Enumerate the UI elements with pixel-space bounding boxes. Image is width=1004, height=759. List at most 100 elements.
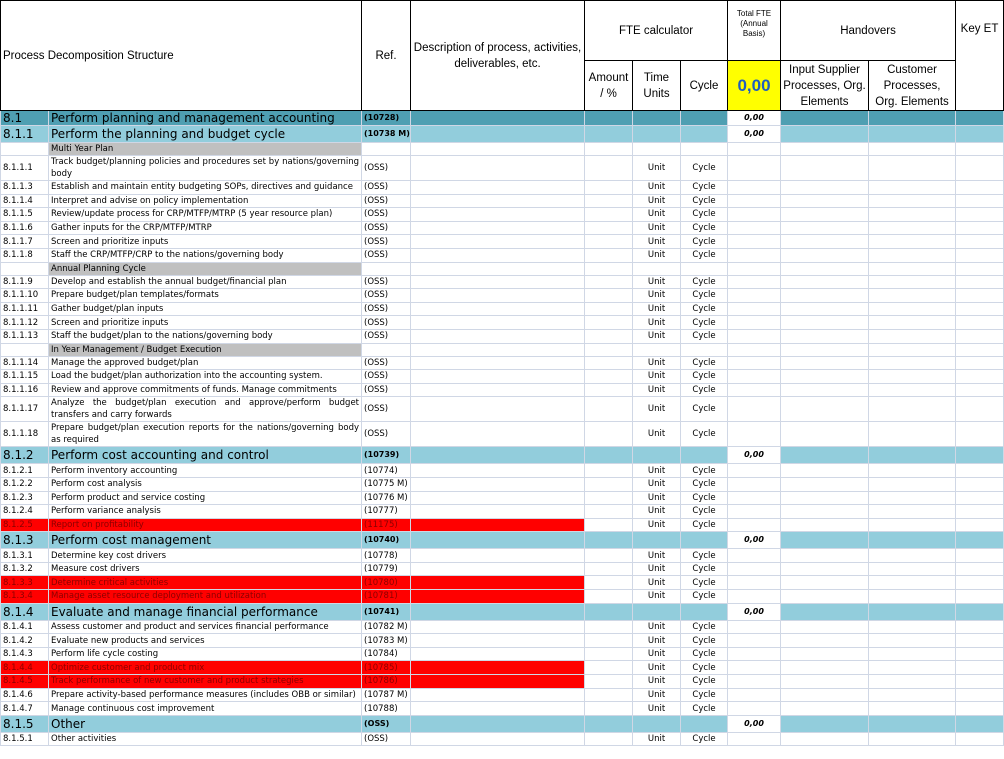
total-fte [727,490,782,506]
rows: 8.1 Perform planning and management accou… [0,110,1004,747]
key-et [955,207,1004,222]
description [410,602,585,621]
time-units: Unit [632,382,681,398]
process-id: 8.1.4.7 [0,701,49,716]
input-supplier [780,633,870,648]
cycle: Cycle [679,463,729,478]
total-fte [727,687,782,703]
total-fte [727,575,782,591]
input-supplier [780,110,870,126]
description [410,731,585,747]
description [410,674,585,689]
process-id: 8.1.1.8 [0,247,49,263]
time-units: Unit [632,701,681,716]
cycle: Cycle [679,660,729,676]
amount [584,633,633,648]
reference: (10786) [361,674,411,689]
process-id: 8.1.1 [0,125,49,143]
row: 8.1 Perform planning and management accou… [0,110,1004,126]
time-units: Unit [632,315,681,330]
process-id [0,261,49,276]
time-units-header: Time Units [632,60,681,111]
time-units: Unit [632,589,681,604]
time-units: Unit [632,234,681,249]
total-fte [727,142,782,156]
process-id: 8.1.3.3 [0,575,49,591]
input-supplier [780,193,870,209]
time-units: Unit [632,396,681,423]
time-units: Unit [632,155,681,181]
row: 8.1.2.4 Perform variance analysis (10777) U… [0,504,1004,519]
process-id: 8.1.1.10 [0,288,49,303]
total-fte [727,315,782,330]
row: 8.1.1.8 Staff the CRP/MTFP/CRP to the nat… [0,247,1004,263]
process-id: 8.1.4 [0,602,49,621]
total-fte [727,504,782,519]
customer [868,646,957,662]
time-units: Unit [632,517,681,533]
cycle: Cycle [679,476,729,492]
process-id: 8.1.3.1 [0,548,49,563]
reference: (10777) [361,504,411,519]
process-id: 8.1.1.14 [0,355,49,371]
process-id: 8.1.2.1 [0,463,49,478]
input-supplier [780,234,870,249]
input-supplier [780,142,870,156]
description [410,396,585,423]
time-units: Unit [632,193,681,209]
process-name: Gather inputs for the CRP/MTFP/MTRP [48,220,362,236]
total-fte [727,731,782,747]
process-name: Evaluate new products and services [48,633,362,648]
key-et [955,193,1004,209]
customer [868,561,957,577]
input-supplier [780,301,870,317]
time-units [632,342,681,357]
time-units [632,446,681,465]
reference: (OSS) [361,421,411,448]
process-id: 8.1.1.1 [0,155,49,181]
reference: (10785) [361,660,411,676]
description [410,125,585,143]
key-et [955,234,1004,249]
description [410,619,585,635]
row: 8.1.1.18 Prepare budget/plan execution re… [0,421,1004,448]
total-value: 0,00 [727,60,782,111]
key-et [955,660,1004,676]
key-et [955,355,1004,371]
process-name: Screen and prioritize inputs [48,234,362,249]
reference: (OSS) [361,369,411,384]
key-et [955,517,1004,533]
row: 8.1.3.2 Measure cost drivers (10779) Unit Cy… [0,561,1004,577]
reference: (OSS) [361,247,411,263]
process-name: Perform cost accounting and control [48,446,362,465]
key-et [955,714,1004,733]
time-units: Unit [632,301,681,317]
description [410,328,585,344]
customer [868,504,957,519]
input-supplier [780,490,870,506]
process-name: Review/update process for CRP/MTFP/MTRP … [48,207,362,222]
time-units: Unit [632,490,681,506]
row: 8.1.4.4 Optimize customer and product mix… [0,660,1004,676]
amount [584,142,633,156]
reference: (10778) [361,548,411,563]
cycle: Cycle [679,619,729,635]
input-supplier [780,674,870,689]
time-units [632,142,681,156]
customer [868,110,957,126]
total-fte [727,355,782,371]
row: 8.1.2.1 Perform inventory accounting (1077… [0,463,1004,478]
cycle [679,110,729,126]
amount [584,180,633,195]
description [410,446,585,465]
time-units: Unit [632,687,681,703]
description [410,463,585,478]
customer [868,531,957,550]
total-fte: 0,00 [727,110,782,126]
description [410,490,585,506]
reference: (OSS) [361,714,411,733]
row: 8.1.1.13 Staff the budget/plan to the nat… [0,328,1004,344]
amount [584,207,633,222]
time-units [632,531,681,550]
input-supplier [780,274,870,290]
